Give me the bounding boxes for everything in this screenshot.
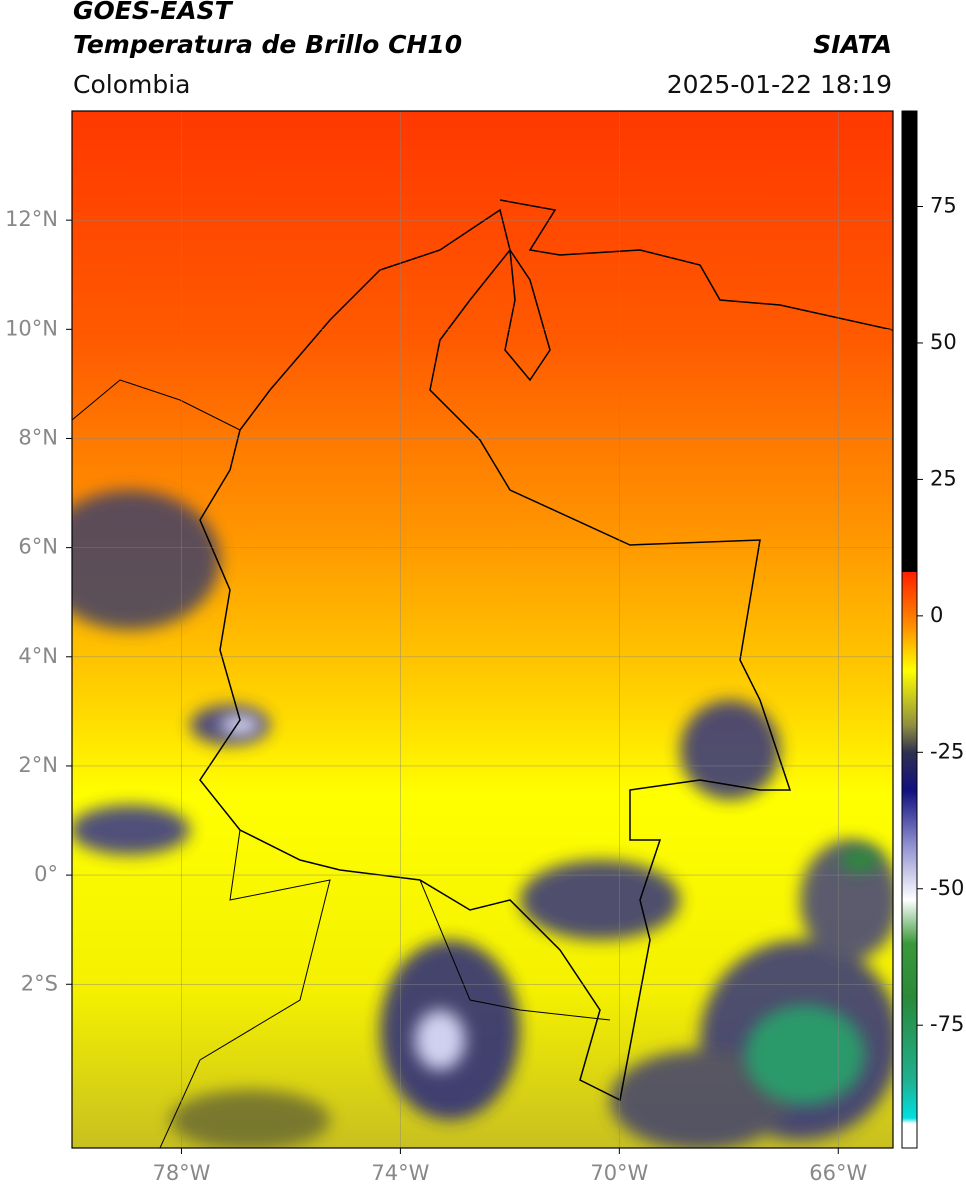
y-tick-label: 6°N [18,535,58,559]
platform: GOES-EAST [73,0,234,25]
region: Colombia [73,70,190,99]
colorbar-tick-label: -50 [930,876,964,900]
y-tick-label: 0° [34,862,58,886]
x-tick-label: 78°W [152,1161,210,1185]
colorbar [901,110,918,1149]
x-tick-label: 70°W [590,1161,648,1185]
y-tick-label: 8°N [18,425,58,449]
y-tick-label: 12°N [5,207,58,231]
y-tick-label: 2°N [18,753,58,777]
map-frame [71,110,894,1149]
map-image [72,111,893,1148]
colorbar-tick-label: -75 [930,1012,964,1036]
grid [72,111,893,1148]
colorbar-tick-label: 0 [930,603,943,627]
y-tick-label: 10°N [5,316,58,340]
colorbar-tick-label: 25 [930,466,957,490]
x-tick-label: 66°W [809,1161,867,1185]
colorbar-tick-label: 50 [930,330,957,354]
colorbar-tick-label: -25 [930,739,964,763]
y-tick-label: 4°N [18,644,58,668]
colorbar-tick-label: 75 [930,194,957,218]
x-tick-label: 74°W [371,1161,429,1185]
product: Temperatura de Brillo CH10 [73,30,462,59]
source: SIATA [813,30,892,59]
y-tick-label: 2°S [21,971,58,995]
datetime: 2025-01-22 18:19 [667,70,892,99]
